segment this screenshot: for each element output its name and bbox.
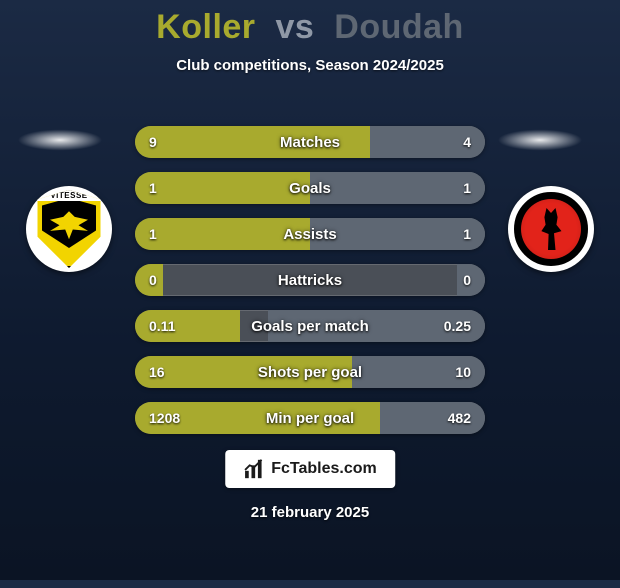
bar-fill-right <box>310 218 485 250</box>
crest-left-label: VITESSE <box>36 190 102 201</box>
stat-row: Min per goal1208482 <box>135 402 485 434</box>
stat-row: Hattricks00 <box>135 264 485 296</box>
bar-fill-right <box>457 264 485 296</box>
chart-icon <box>243 458 265 480</box>
team-badge-right <box>508 186 594 272</box>
bar-fill-left <box>135 126 370 158</box>
bar-fill-left <box>135 264 163 296</box>
bar-fill-left <box>135 310 240 342</box>
stat-row: Assists11 <box>135 218 485 250</box>
cat-icon <box>536 208 566 250</box>
bar-fill-left <box>135 402 380 434</box>
crest-vitesse: VITESSE <box>34 190 104 268</box>
bar-fill-right <box>310 172 485 204</box>
bar-fill-right <box>268 310 485 342</box>
eagle-icon <box>50 211 88 239</box>
stat-row: Matches94 <box>135 126 485 158</box>
bar-fill-left <box>135 218 310 250</box>
bar-fill-right <box>380 402 485 434</box>
bar-fill-right <box>370 126 486 158</box>
stat-bars: Matches94 Goals11 Assists11 Hattricks00 Goal… <box>135 126 485 434</box>
crest-helmond <box>514 192 588 266</box>
brand-text: FcTables.com <box>271 460 377 478</box>
stat-row: Goals per match0.110.25 <box>135 310 485 342</box>
stat-row: Goals11 <box>135 172 485 204</box>
vs-word: vs <box>275 8 314 46</box>
subtitle: Club competitions, Season 2024/2025 <box>0 57 620 74</box>
brand-badge: FcTables.com <box>225 450 395 488</box>
stat-label: Hattricks <box>135 264 485 296</box>
comparison-title: Koller vs Doudah <box>0 8 620 47</box>
stat-row: Shots per goal1610 <box>135 356 485 388</box>
date-label: 21 february 2025 <box>0 504 620 521</box>
bar-fill-right <box>352 356 485 388</box>
player-right-name: Doudah <box>334 8 464 46</box>
bar-fill-left <box>135 172 310 204</box>
bar-fill-left <box>135 356 352 388</box>
player-left-name: Koller <box>156 8 255 46</box>
team-badge-left: VITESSE <box>26 186 112 272</box>
